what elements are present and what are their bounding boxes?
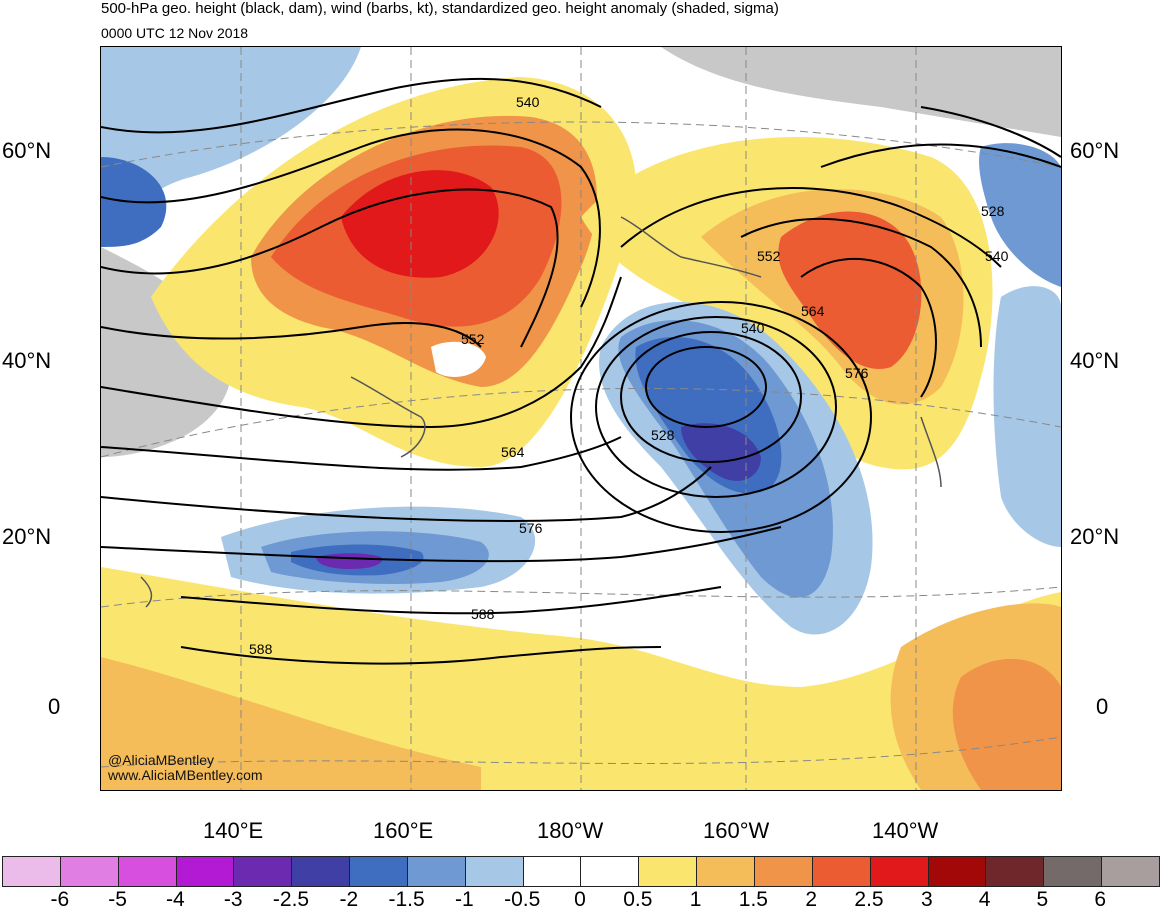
colorbar-tick-label: -0.5 (504, 888, 541, 911)
colorbar-tick-label: 6 (1094, 888, 1107, 911)
contour-labels: 540 552 564 576 588 528 540 552 564 576 … (249, 94, 1009, 657)
colorbar-swatch (986, 857, 1045, 886)
colorbar-tick-label: 3 (920, 888, 933, 911)
colorbar-swatch (581, 857, 640, 886)
contour-label: 564 (501, 444, 525, 460)
colorbar-swatch (523, 857, 582, 886)
anomaly-region-east-edge-blue (993, 286, 1061, 547)
anomaly-colorbar (2, 856, 1160, 887)
anomaly-map: 540 552 564 576 588 528 540 552 564 576 … (101, 47, 1061, 790)
anomaly-region-nw-blue (101, 47, 361, 247)
contour-label: 552 (757, 248, 781, 264)
graticule (101, 47, 1061, 790)
colorbar-tick-label: -4 (166, 888, 185, 911)
colorbar-swatch (1044, 857, 1103, 886)
colorbar-tick-label: 2 (805, 888, 818, 911)
lon-label: 180°W (537, 818, 604, 843)
contour-label: 528 (981, 203, 1005, 219)
colorbar-swatch (697, 857, 755, 886)
colorbar-tick-label: -1.5 (388, 888, 425, 911)
colorbar-swatch (812, 857, 871, 886)
credit-url: www.AliciaMBentley.com (108, 767, 263, 783)
lon-label: 140°E (203, 818, 264, 843)
colorbar-tick-label: 2.5 (854, 888, 884, 911)
contour-label: 576 (845, 365, 869, 381)
anomaly-region-mid-grey (431, 341, 486, 377)
colorbar-tick-label: -3 (223, 888, 243, 911)
credit-handle: @AliciaMBentley (108, 752, 215, 768)
map-title: 500-hPa geo. height (black, dam), wind (… (101, 0, 779, 17)
contour-label: 540 (741, 320, 765, 336)
map-valid-time: 0000 UTC 12 Nov 2018 (101, 25, 249, 41)
colorbar-swatch (292, 857, 351, 886)
colorbar-tick-label: 0 (574, 888, 586, 911)
anomaly-region-tropics-orange (101, 657, 481, 790)
contour-label: 588 (249, 641, 273, 657)
colorbar-swatch (118, 857, 177, 886)
anomaly-region-east-red (778, 211, 922, 369)
colorbar-tick-label: 1.5 (738, 888, 768, 911)
lat-label-right: 20°N (1070, 524, 1120, 549)
colorbar-swatch (60, 857, 119, 886)
colorbar-tick-label: -6 (50, 888, 70, 911)
lat-label-right: 40°N (1070, 348, 1120, 373)
colorbar-swatch (639, 857, 698, 886)
lon-label: 160°W (703, 818, 770, 843)
colorbar-tick-label: -2.5 (272, 888, 310, 911)
contour-label: 540 (516, 94, 540, 110)
colorbar-tick-label: -1 (455, 888, 474, 911)
anomaly-region-east-tropics-dark (952, 658, 1061, 790)
colorbar-swatch (928, 857, 987, 886)
lon-label: 160°E (373, 818, 434, 843)
contour-label: 564 (801, 303, 825, 319)
colorbar-swatch (350, 857, 408, 886)
contour-label: 576 (519, 520, 543, 536)
map-panel: 540 552 564 576 588 528 540 552 564 576 … (100, 46, 1062, 791)
colorbar-swatch (870, 857, 929, 886)
lon-label: 140°W (872, 818, 939, 843)
contour-label: 588 (471, 606, 495, 622)
lat-label-left: 20°N (2, 524, 52, 549)
colorbar-tick-label: 4 (978, 888, 991, 911)
contour-label: 540 (985, 248, 1009, 264)
colorbar-swatch (3, 857, 61, 886)
colorbar-swatch (234, 857, 293, 886)
colorbar-swatch (465, 857, 524, 886)
colorbar-swatch (1102, 857, 1159, 886)
height-contours (101, 77, 1061, 665)
lat-label-left: 60°N (2, 138, 52, 163)
colorbar-swatch (407, 857, 466, 886)
contour-label: 552 (461, 331, 485, 347)
lat-label-left: 0 (48, 694, 61, 719)
colorbar-tick-label: 0.5 (623, 888, 653, 911)
anomaly-region-ne-blue (979, 143, 1061, 287)
anomaly-region-west-grey (101, 247, 231, 457)
lat-label-right: 60°N (1070, 138, 1120, 163)
colorbar-swatch (754, 857, 813, 886)
colorbar-tick-label: 1 (689, 888, 702, 911)
colorbar-tick-label: -2 (339, 888, 359, 911)
colorbar-tick-label: -5 (108, 888, 127, 911)
contour-label: 528 (651, 427, 675, 443)
lat-label-right: 0 (1096, 694, 1109, 719)
lat-label-left: 40°N (2, 348, 52, 373)
coastlines (140, 216, 942, 608)
anomaly-region-west-core (341, 170, 499, 278)
colorbar-swatch (176, 857, 235, 886)
colorbar-tick-label: 5 (1036, 888, 1049, 911)
anomaly-region-central-core (681, 423, 761, 481)
